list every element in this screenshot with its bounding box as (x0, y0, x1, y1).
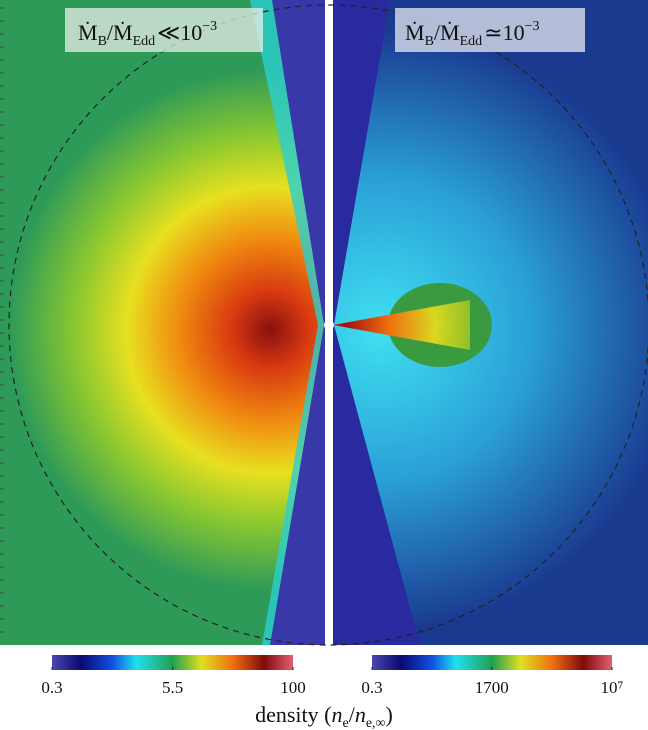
right-panel-image (333, 0, 648, 645)
colorbar-label: density (ne/ne,∞) (255, 702, 393, 730)
colorbar-tick-label: 0.3 (361, 678, 382, 697)
colorbar-tick-label: 0.3 (41, 678, 62, 697)
colorbar-tick-label: 1700 (475, 678, 509, 697)
page: {"panels": [ {"label": {"lhs": "Ṁ", "lhs… (0, 0, 648, 730)
right-label: ṀB/ṀEdd≃10−3 (395, 8, 585, 52)
left-label: ṀB/ṀEdd≪10−3 (65, 8, 263, 52)
center-hole (324, 320, 334, 330)
figure: ṀB/ṀEdd≪10−3 ṀB/ṀEdd≃10−3 density (ne/ne… (0, 0, 648, 730)
colorbar-tick-label: 5.5 (162, 678, 183, 697)
colorbar-tick-label: 100 (280, 678, 306, 697)
colorbar-tick-label: 10⁷ (601, 678, 624, 697)
left-panel-image (0, 0, 325, 645)
